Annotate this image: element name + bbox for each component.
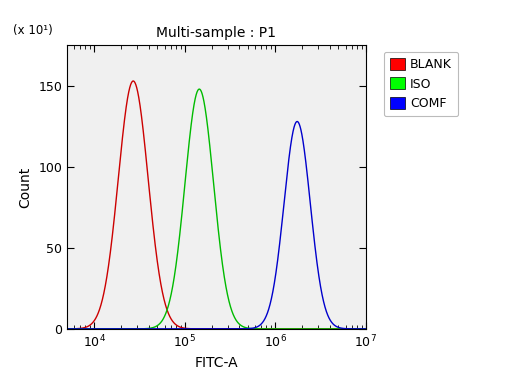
Y-axis label: Count: Count [19,166,32,208]
X-axis label: FITC-A: FITC-A [195,356,238,370]
Title: Multi-sample : P1: Multi-sample : P1 [156,26,277,40]
Legend: BLANK, ISO, COMF: BLANK, ISO, COMF [384,52,458,116]
Text: (x 10¹): (x 10¹) [13,24,53,37]
